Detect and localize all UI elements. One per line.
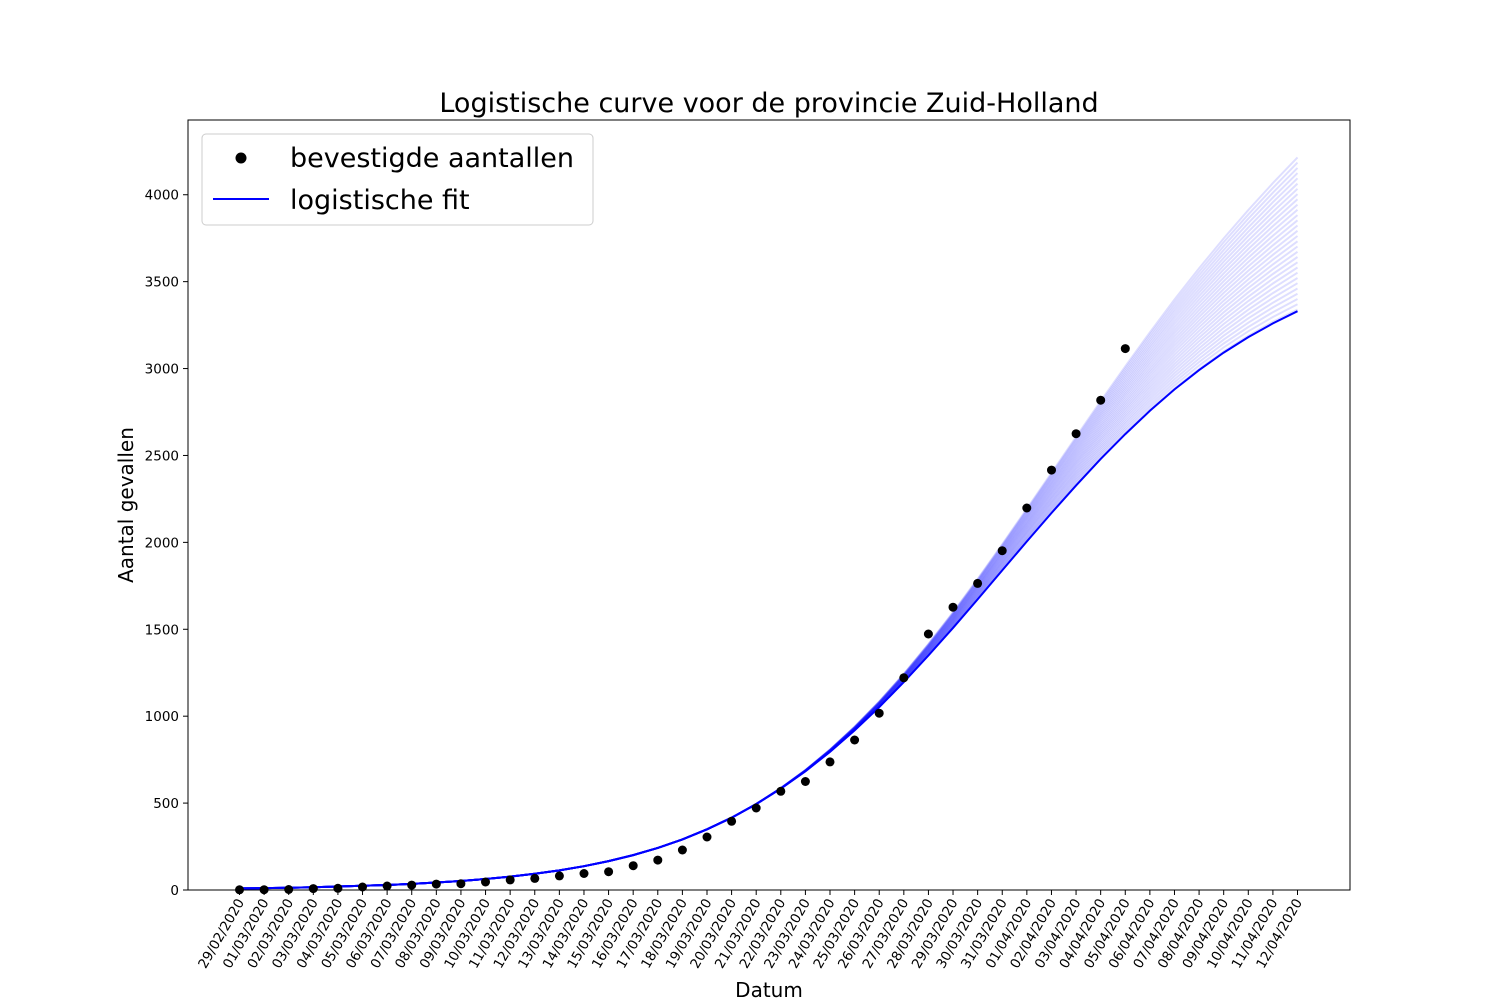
y-tick-label: 500: [153, 796, 179, 812]
data-point: [997, 546, 1007, 556]
data-point: [776, 786, 786, 796]
data-point: [850, 735, 860, 745]
data-point: [308, 884, 318, 894]
data-point: [554, 871, 564, 881]
data-point: [407, 880, 417, 890]
data-point: [1096, 395, 1106, 405]
legend-box: [201, 133, 594, 226]
data-point: [1120, 344, 1130, 354]
chart-title: Logistische curve voor de provincie Zuid…: [439, 88, 1098, 119]
data-point: [481, 877, 490, 887]
data-point: [1022, 503, 1032, 513]
y-axis: 0 500 1000 1500 2000 2500 3000 3500 4000: [145, 188, 188, 899]
data-point: [923, 629, 933, 639]
y-tick-label: 1000: [145, 709, 179, 725]
series-bevestigde-aantallen: [235, 344, 1130, 895]
data-point: [628, 861, 638, 871]
data-point: [505, 875, 515, 885]
data-point: [800, 777, 810, 786]
data-point: [702, 832, 712, 842]
y-axis-title: Aantal gevallen: [114, 427, 138, 583]
data-point: [530, 873, 540, 883]
legend-marker-bevestigde-aantallen: [235, 152, 247, 164]
data-point: [579, 869, 589, 878]
data-point: [727, 816, 737, 826]
data-point: [751, 803, 761, 813]
data-point: [677, 845, 687, 855]
data-point: [382, 881, 392, 891]
y-tick-label: 0: [170, 883, 179, 899]
legend: bevestigde aantallen logistische fit: [201, 133, 594, 226]
data-point: [604, 867, 614, 877]
data-point: [973, 578, 983, 588]
data-point: [653, 855, 663, 865]
legend-label-bevestigde-aantallen: bevestigde aantallen: [290, 143, 574, 174]
data-point: [431, 879, 441, 889]
x-axis-title: Datum: [735, 978, 803, 1000]
y-tick-label: 1500: [145, 622, 179, 638]
data-point: [948, 602, 958, 612]
data-point: [456, 879, 466, 889]
data-point: [899, 673, 909, 683]
data-point: [874, 708, 884, 718]
data-point: [825, 757, 835, 767]
y-tick-label: 2000: [145, 535, 179, 551]
plot-frame: [187, 119, 1351, 891]
data-point: [333, 883, 343, 893]
y-tick-label: 3000: [145, 362, 179, 378]
y-tick-label: 4000: [145, 188, 179, 204]
data-point: [1071, 429, 1081, 439]
data-point: [358, 882, 367, 892]
legend-label-logistische-fit: logistische fit: [290, 185, 470, 216]
data-point: [1047, 465, 1056, 475]
y-tick-label: 3500: [145, 275, 179, 291]
y-tick-label: 2500: [145, 448, 179, 464]
